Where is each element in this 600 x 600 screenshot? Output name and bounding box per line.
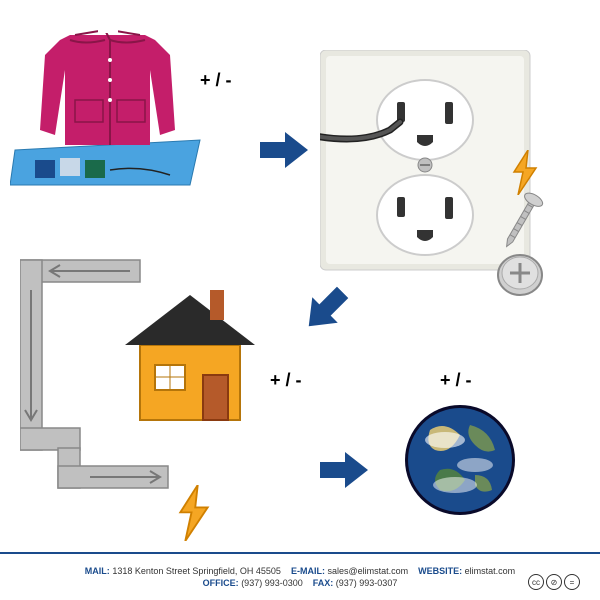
cc-nd-icon: = [564, 574, 580, 590]
arrow-3 [320, 450, 370, 490]
lightning-icon-2 [175, 485, 213, 541]
office-label: OFFICE: [203, 578, 239, 588]
fax-value: (937) 993-0307 [336, 578, 398, 588]
website-value: elimstat.com [465, 566, 516, 576]
charge-label-earth: + / - [440, 370, 472, 391]
website-label: WEBSITE: [418, 566, 462, 576]
email-value: sales@elimstat.com [327, 566, 408, 576]
office-value: (937) 993-0300 [241, 578, 303, 588]
house-pipes-illustration [20, 250, 280, 530]
earth-illustration [400, 400, 520, 520]
cc-badges: cc ⊘ = [528, 574, 580, 590]
footer: MAIL: 1318 Kenton Street Springfield, OH… [0, 552, 600, 600]
fax-label: FAX: [313, 578, 334, 588]
cc-icon: cc [528, 574, 544, 590]
email-label: E-MAIL: [291, 566, 325, 576]
arrow-1 [260, 130, 310, 170]
diagram-canvas: + / - + / - + / - [0, 0, 600, 540]
mail-label: MAIL: [85, 566, 110, 576]
mail-value: 1318 Kenton Street Springfield, OH 45505 [112, 566, 281, 576]
charge-label-jacket: + / - [200, 70, 232, 91]
lightning-icon-1 [510, 150, 540, 195]
outlet-illustration [320, 50, 580, 310]
charge-label-house: + / - [270, 370, 302, 391]
cc-nc-icon: ⊘ [546, 574, 562, 590]
jacket-mat-illustration [10, 10, 210, 190]
